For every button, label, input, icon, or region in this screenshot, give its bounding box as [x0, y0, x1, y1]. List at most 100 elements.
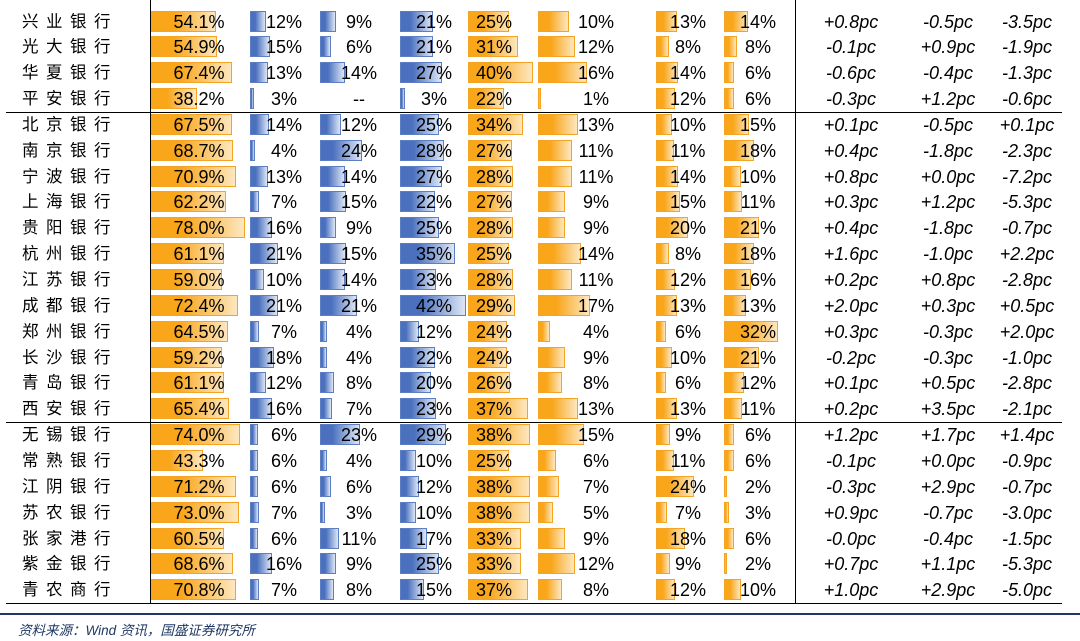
orange-data-bar: [468, 113, 524, 135]
value-cell: 3%: [420, 89, 447, 110]
orange-data-bar: [724, 579, 741, 601]
value-cell: 23%: [415, 399, 453, 420]
value-cell: 9%: [582, 192, 609, 213]
blue-data-bar: [250, 165, 268, 187]
value-cell: 12%: [669, 270, 707, 290]
orange-data-bar: [656, 36, 669, 58]
value-cell: 13%: [577, 399, 615, 420]
blue-data-bar: [250, 243, 279, 265]
value-cell: 25%: [415, 554, 453, 575]
bank-name: 平安银行: [22, 89, 118, 109]
value-cell: 42%: [415, 295, 453, 316]
blue-data-bar: [320, 320, 327, 342]
value-cell: 71.2%: [173, 476, 225, 497]
orange-data-bar: [538, 243, 581, 265]
value-cell: 16%: [577, 63, 615, 84]
change-value: +0.3pc: [823, 321, 879, 342]
value-cell: 27%: [415, 166, 453, 187]
table-row: 张家港行 60.5% 6% 11% 17% 33% 9% 18% 6% -0.0pc -0.4pc -…: [0, 526, 1080, 552]
value-cell: 6%: [744, 89, 771, 110]
orange-data-bar: [538, 501, 554, 523]
bank-name: 紫金银行: [22, 554, 118, 574]
orange-data-bar: [151, 217, 245, 239]
value-cell: 14%: [340, 166, 378, 187]
orange-data-bar: [468, 191, 512, 213]
value-cell: 16%: [739, 270, 777, 290]
table-row: 华夏银行 67.4% 13% 14% 27% 40% 16% 14% 6% -0.6pc -0.4p…: [0, 60, 1080, 86]
orange-data-bar: [656, 501, 668, 523]
table-row: 贵阳银行 78.0% 16% 9% 25% 28% 9% 20% 21% +0.4pc -1.8pc…: [0, 215, 1080, 241]
value-cell: 24%: [475, 347, 513, 368]
blue-data-bar: [320, 527, 340, 549]
value-cell: 8%: [582, 580, 609, 601]
blue-data-bar: [400, 527, 427, 549]
value-cell: 60.5%: [173, 528, 225, 549]
orange-data-bar: [724, 475, 728, 497]
value-cell: 21%: [739, 218, 777, 239]
orange-data-bar: [724, 243, 755, 265]
orange-data-bar: [656, 62, 679, 84]
value-cell: 8%: [582, 373, 609, 394]
change-value: -1.0pc: [922, 244, 974, 265]
value-cell: 13%: [669, 11, 707, 32]
value-cell: 8%: [744, 37, 771, 58]
orange-data-bar: [468, 501, 530, 523]
blue-data-bar: [400, 165, 443, 187]
value-cell: 68.6%: [173, 554, 225, 575]
change-value: -0.6pc: [1001, 89, 1053, 110]
blue-data-bar: [250, 372, 267, 394]
change-value: -5.0pc: [1001, 580, 1053, 601]
value-cell: 15%: [265, 37, 303, 58]
value-cell: 73.0%: [173, 502, 225, 523]
orange-data-bar: [538, 398, 578, 420]
orange-data-bar: [468, 579, 528, 601]
orange-data-bar: [538, 527, 566, 549]
value-cell: 13%: [669, 295, 707, 316]
value-cell: 11%: [740, 192, 776, 213]
value-cell: 14%: [340, 63, 378, 84]
blue-data-bar: [250, 398, 272, 420]
value-cell: 11%: [740, 399, 776, 420]
value-cell: 72.4%: [173, 295, 225, 316]
orange-data-bar: [468, 449, 509, 471]
orange-data-bar: [724, 398, 743, 420]
value-cell: 25%: [475, 11, 513, 32]
bank-name: 常熟银行: [22, 450, 118, 470]
orange-data-bar: [538, 217, 566, 239]
value-cell: 10%: [739, 580, 777, 601]
change-value: -0.9pc: [1001, 450, 1053, 471]
value-cell: 12%: [415, 476, 453, 497]
orange-data-bar: [724, 10, 748, 32]
value-cell: 13%: [265, 63, 303, 84]
change-value: +2.0pc: [823, 295, 879, 316]
blue-data-bar: [320, 475, 331, 497]
value-cell: 3%: [744, 502, 771, 523]
change-value: -0.2pc: [825, 347, 877, 368]
value-cell: 10%: [669, 347, 707, 368]
change-value: -2.1pc: [1001, 399, 1053, 420]
change-value: +1.2pc: [920, 89, 976, 110]
orange-data-bar: [468, 217, 514, 239]
blue-data-bar: [400, 88, 405, 110]
orange-data-bar: [724, 217, 760, 239]
blue-data-bar: [250, 501, 260, 523]
change-value: -1.0pc: [1001, 347, 1053, 368]
orange-data-bar: [151, 346, 223, 368]
value-cell: 14%: [265, 114, 303, 135]
table-row: 郑州银行 64.5% 7% 4% 12% 24% 4% 6% 32% +0.3pc -0.3pc +2…: [0, 319, 1080, 345]
change-value: -0.4pc: [922, 63, 974, 84]
table-row: 常熟银行 43.3% 6% 4% 10% 25% 6% 11% 6% -0.1pc +0.0pc -0…: [0, 448, 1080, 474]
value-cell: 9%: [345, 218, 372, 239]
value-cell: 22%: [475, 89, 513, 110]
table-row: 青农商行 70.8% 7% 8% 15% 37% 8% 12% 10% +1.0pc +2.9pc -…: [0, 577, 1080, 603]
bank-name: 杭州银行: [22, 244, 118, 264]
table-bottom-rule: [6, 603, 1062, 605]
orange-data-bar: [656, 320, 666, 342]
change-value: +0.0pc: [920, 166, 976, 187]
value-cell: 13%: [669, 399, 707, 420]
value-cell: 3%: [345, 502, 372, 523]
value-cell: 12%: [265, 11, 303, 32]
value-cell: 54.1%: [173, 11, 225, 32]
orange-data-bar: [538, 294, 590, 316]
blue-data-bar: [250, 346, 275, 368]
